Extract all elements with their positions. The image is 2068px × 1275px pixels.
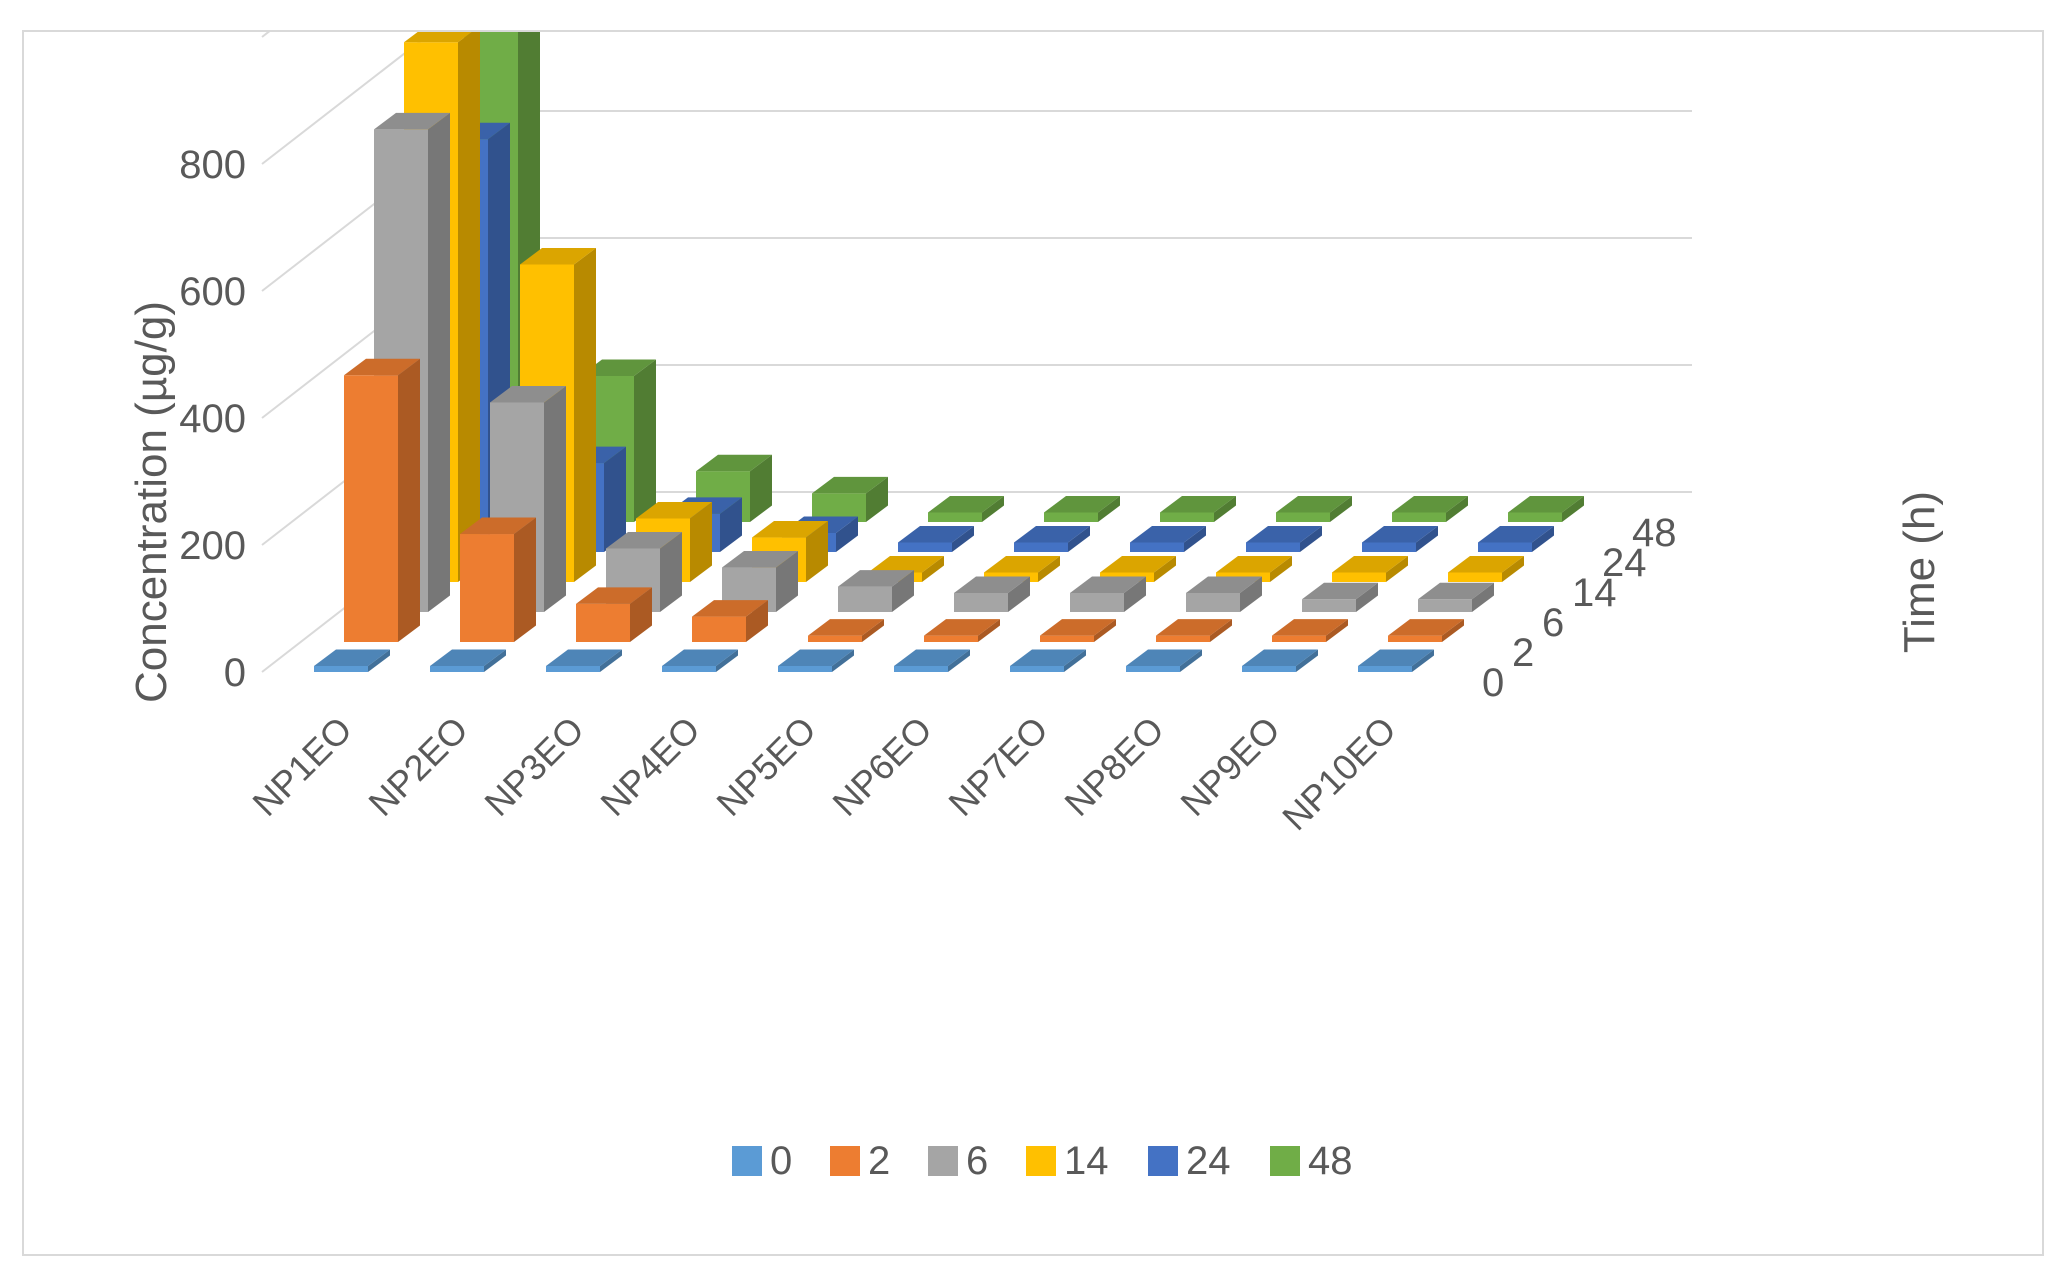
legend-swatch [928,1146,958,1176]
bar-NP4EO-t6 [722,551,798,612]
bar-NP2EO-t2 [460,517,536,642]
legend-swatch [830,1146,860,1176]
bar-NP5EO-t24 [898,525,974,552]
bar-NP4EO-t48 [812,476,888,522]
bar-NP5EO-t2 [808,619,884,642]
y-axis-title: Concentration (µg/g) [127,301,176,703]
bar-NP10EO-t0 [1358,649,1434,672]
bar-NP3EO-t2 [576,587,652,642]
bar-NP10EO-t24 [1478,525,1554,552]
x-tick-label: NP5EO [708,709,823,824]
bar-NP8EO-t0 [1126,649,1202,672]
legend-swatch [1026,1146,1056,1176]
x-tick-label: NP3EO [476,709,591,824]
legend-swatch [1148,1146,1178,1176]
bar-NP7EO-t24 [1130,525,1206,552]
legend-label: 24 [1186,1139,1231,1183]
x-tick-label: NP1EO [244,709,359,824]
legend-label: 48 [1308,1139,1353,1183]
bar-NP8EO-t6 [1186,576,1262,612]
depth-tick-label: 6 [1542,601,1564,645]
legend-item: 6 [928,1139,988,1183]
x-tick-label: NP8EO [1056,709,1171,824]
depth-tick-label: 14 [1572,571,1617,615]
legend-item: 0 [732,1139,792,1183]
depth-tick-label: 24 [1602,541,1647,585]
legend-label: 14 [1064,1139,1109,1183]
bar-NP7EO-t48 [1160,495,1236,522]
bar-NP5EO-t48 [928,495,1004,522]
bar-NP6EO-t0 [894,649,970,672]
y-tick-label: 600 [179,270,246,314]
legend-label: 2 [868,1139,890,1183]
bar-NP6EO-t6 [954,576,1030,612]
y-tick-label: 200 [179,524,246,568]
bar-NP9EO-t0 [1242,649,1318,672]
bar-NP3EO-t0 [546,649,622,672]
bar-NP4EO-t2 [692,600,768,642]
bar-NP7EO-t0 [1010,649,1086,672]
bar-NP9EO-t48 [1392,495,1468,522]
y-axis-ticks: 0 200 400 600 800 [179,143,246,695]
bar-NP6EO-t24 [1014,525,1090,552]
bar-NP6EO-t2 [924,619,1000,642]
chart-frame: 0 200 400 600 800 0 2 6 14 24 48 NP1EO NP2EO NP3EO N… [22,30,2044,1256]
y-tick-label: 0 [224,651,246,695]
y-tick-label: 400 [179,397,246,441]
x-tick-label: NP7EO [940,709,1055,824]
bar-NP9EO-t2 [1272,619,1348,642]
bar-NP5EO-t6 [838,570,914,612]
x-tick-label: NP6EO [824,709,939,824]
depth-tick-label: 0 [1482,661,1504,705]
x-tick-label: NP4EO [592,709,707,824]
legend-label: 6 [966,1139,988,1183]
bar-NP9EO-t24 [1362,525,1438,552]
bar-NP8EO-t48 [1276,495,1352,522]
bar-NP1EO-t0 [314,649,390,672]
gridline-side [261,32,434,165]
bar-NP10EO-t6 [1418,582,1494,612]
legend-item: 2 [830,1139,890,1183]
depth-tick-label: 2 [1512,631,1534,675]
bar-NP9EO-t14 [1332,555,1408,582]
legend-item: 24 [1148,1139,1231,1183]
legend: 0 2 6 14 24 48 [732,1139,1353,1183]
x-tick-label: NP10EO [1274,709,1403,838]
bar-NP10EO-t14 [1448,555,1524,582]
x-axis-labels: NP1EO NP2EO NP3EO NP4EO NP5EO NP6EO NP7EO NP8EO… [244,709,1403,838]
chart-bars [314,32,1584,672]
bar-NP8EO-t2 [1156,619,1232,642]
bar-NP9EO-t6 [1302,582,1378,612]
depth-tick-label: 48 [1632,511,1677,555]
bar-NP10EO-t48 [1508,495,1584,522]
bar-NP10EO-t2 [1388,619,1464,642]
legend-item: 48 [1270,1139,1353,1183]
bar-NP5EO-t0 [778,649,854,672]
bar-NP8EO-t24 [1246,525,1322,552]
legend-label: 0 [770,1139,792,1183]
legend-swatch [732,1146,762,1176]
y-tick-label: 800 [179,143,246,187]
x-tick-label: NP2EO [360,709,475,824]
depth-axis-title: Time (h) [1895,491,1944,653]
bar-NP7EO-t6 [1070,576,1146,612]
bar-NP6EO-t48 [1044,495,1120,522]
legend-swatch [1270,1146,1300,1176]
bar-NP2EO-t0 [430,649,506,672]
bar-NP1EO-t2 [344,358,420,642]
x-tick-label: NP9EO [1172,709,1287,824]
bar-NP4EO-t0 [662,649,738,672]
legend-item: 14 [1026,1139,1109,1183]
bar-NP7EO-t2 [1040,619,1116,642]
